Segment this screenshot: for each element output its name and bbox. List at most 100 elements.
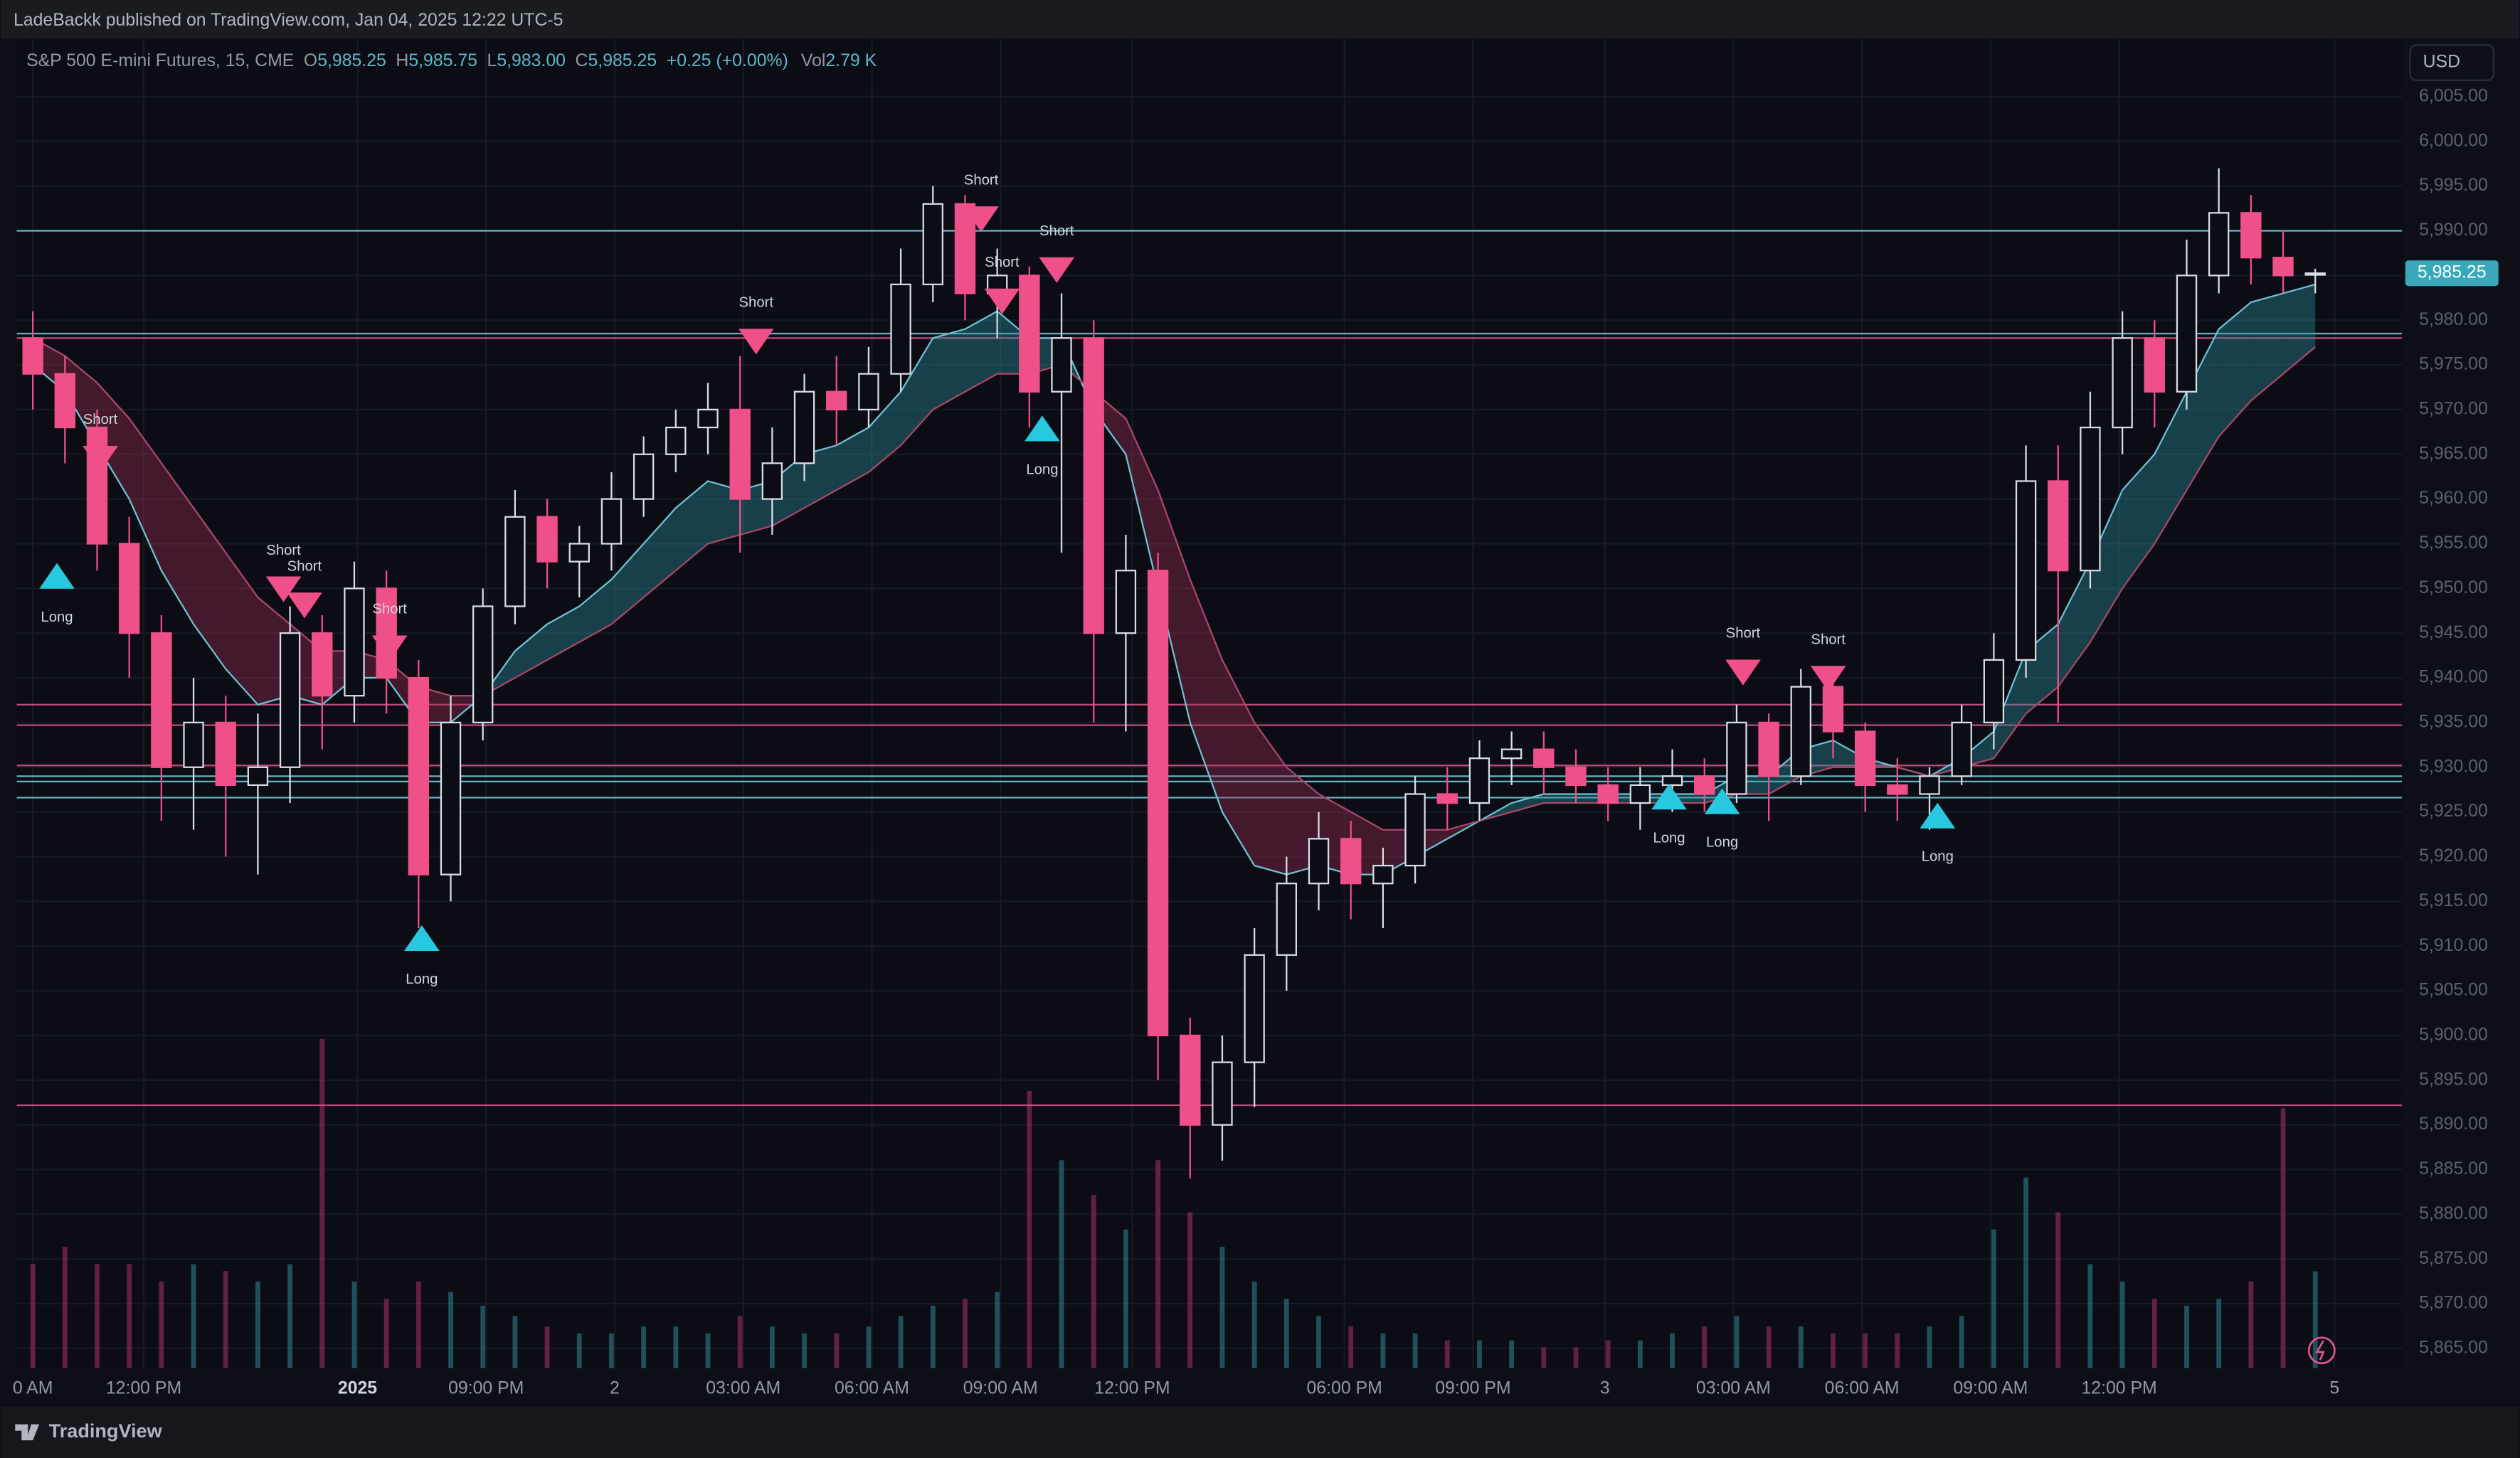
signal-label: Long [1026, 462, 1058, 477]
candle-body [408, 676, 430, 876]
candle-body [697, 408, 719, 429]
volume-bar [2055, 1212, 2061, 1368]
y-tick-label: 5,890.00 [2419, 1114, 2488, 1134]
candle-body [279, 632, 301, 768]
ema-fill [933, 329, 965, 410]
volume-bar [1155, 1160, 1160, 1368]
long-signal [1704, 788, 1740, 814]
candle-body [1661, 775, 1683, 787]
candle-body [1276, 883, 1298, 956]
axes: 5,865.00 5,870.00 5,875.00 5,880.00 5,885.00… [13, 86, 2499, 1398]
y-tick-label: 5,965.00 [2419, 444, 2488, 463]
volume-bar [673, 1326, 679, 1368]
candle-body [665, 426, 687, 455]
candle-body [215, 721, 236, 787]
candle-body [1726, 721, 1747, 795]
candle-body [1180, 1034, 1201, 1126]
y-tick-label: 5,960.00 [2419, 489, 2488, 508]
y-tick-label: 5,870.00 [2419, 1294, 2488, 1313]
alert-icon[interactable] [2307, 1336, 2336, 1365]
candle-body [954, 203, 976, 294]
ema-fill [194, 508, 226, 669]
short-signal [265, 576, 302, 602]
volume-bar [2248, 1281, 2254, 1368]
ema-fill [675, 481, 709, 571]
volume-bar [609, 1333, 614, 1368]
currency-box[interactable] [2409, 44, 2495, 82]
ema-fill [129, 418, 162, 571]
x-tick-label: 2 [610, 1378, 620, 1398]
candle-body [826, 390, 847, 411]
x-tick-label: 12:00 PM [2081, 1378, 2156, 1398]
ema-fill [1190, 579, 1222, 812]
short-signal [1039, 257, 1075, 283]
candle-body [1340, 838, 1362, 885]
volume-bar [1316, 1316, 1321, 1368]
volume-bar [1091, 1194, 1096, 1368]
signal-label: Short [1811, 632, 1846, 647]
volume-bar [544, 1326, 550, 1368]
y-tick-label: 5,925.00 [2419, 802, 2488, 821]
volume-bar [866, 1326, 872, 1368]
signal-label: Long [41, 610, 73, 625]
short-signal [83, 445, 118, 472]
candle-body [1533, 748, 1555, 768]
long-signal [1651, 784, 1687, 810]
ema-fill [2250, 293, 2284, 401]
volume-bar [898, 1316, 904, 1368]
legend-value: 5,985.25 [317, 50, 386, 70]
candle-body [2272, 257, 2294, 277]
candle-body [1019, 275, 1040, 393]
candle-body [1758, 721, 1779, 777]
volume-bar [576, 1333, 582, 1368]
y-tick-label: 5,930.00 [2419, 757, 2488, 776]
volume-bar [737, 1316, 743, 1368]
volume-bar [512, 1316, 518, 1368]
y-tick-label: 5,945.00 [2419, 623, 2488, 642]
legend-volume-key: Vol [801, 50, 826, 70]
candle-body [1629, 784, 1651, 804]
ema-fill [2058, 561, 2090, 687]
volume-bar [641, 1326, 647, 1368]
volume-bar [480, 1305, 486, 1368]
short-signal [984, 288, 1020, 314]
y-tick-label: 5,975.00 [2419, 355, 2488, 374]
ema-fill [1158, 490, 1190, 723]
candles [22, 168, 2326, 1179]
x-tick-label: 2025 [338, 1378, 377, 1398]
volume-bar [127, 1264, 132, 1368]
last-price-label: 5,985.25 [2418, 263, 2487, 282]
volume-bar [1766, 1326, 1772, 1368]
candle-body [761, 462, 783, 500]
volume-bar [1702, 1326, 1708, 1368]
signal-label: Long [1653, 830, 1685, 846]
candle-body [22, 337, 43, 375]
signal-label: Short [985, 255, 1020, 270]
long-signal [1025, 415, 1060, 442]
long-signal [39, 563, 75, 589]
y-tick-label: 5,885.00 [2419, 1159, 2488, 1178]
ema-fill [226, 553, 258, 705]
ema-fill [1254, 722, 1287, 875]
candle-body [1436, 793, 1458, 804]
volume-bar [2216, 1299, 2222, 1368]
candle-body [1951, 721, 1972, 777]
candle-body [1372, 864, 1394, 885]
x-tick-label: 06:00 AM [835, 1378, 909, 1398]
y-tick-label: 5,895.00 [2419, 1070, 2488, 1089]
candle-body [600, 498, 623, 545]
candle-body [504, 516, 526, 607]
volume-bar [2119, 1281, 2125, 1368]
brand-logo [15, 1424, 40, 1441]
volume-bar [1283, 1299, 1289, 1368]
volume-bar [1348, 1326, 1354, 1368]
volume-bar [2184, 1305, 2189, 1368]
legend-value: 5,985.25 [588, 50, 657, 70]
candle-body [2080, 426, 2101, 572]
volume-bar [1380, 1333, 1386, 1368]
signal-label: Short [1039, 223, 1074, 239]
candle-body [1854, 730, 1876, 787]
candle-body [1147, 570, 1169, 1037]
volume-bar [1798, 1326, 1804, 1368]
